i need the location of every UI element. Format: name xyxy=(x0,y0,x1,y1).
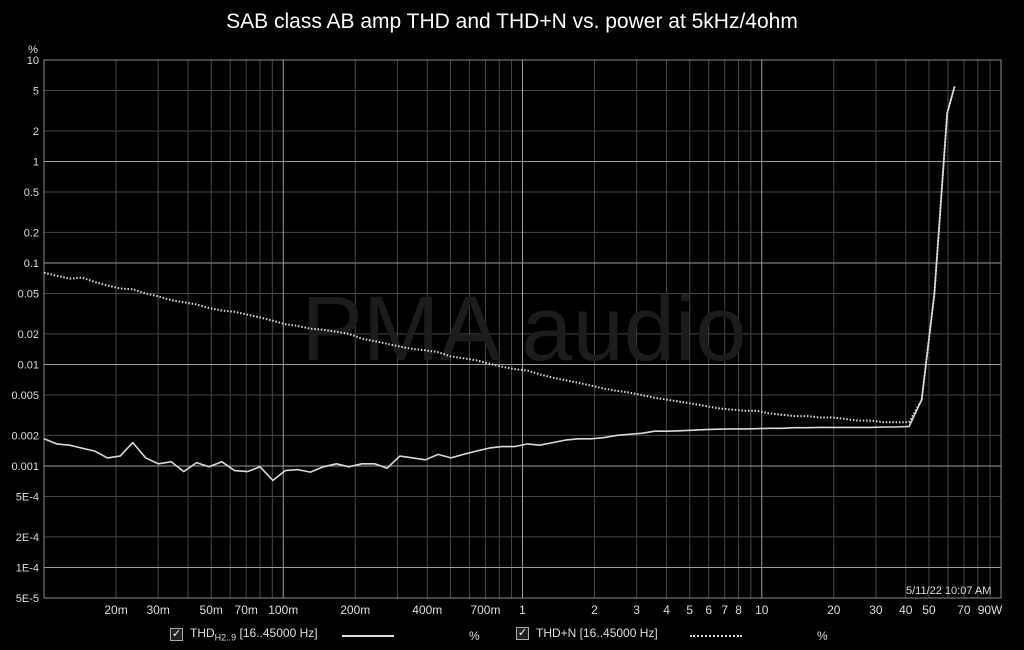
y-tick-label: 5 xyxy=(33,86,39,98)
x-tick-label: 40 xyxy=(899,603,913,617)
plot-frame xyxy=(43,59,1002,599)
y-tick-label: 2 xyxy=(33,126,39,138)
watermark: PMA audio xyxy=(302,278,747,380)
x-tick-label: 7 xyxy=(721,603,728,617)
legend: ✓ THDH2..9 [16..45000 Hz] % ✓ THD+N [16.… xyxy=(0,626,1024,646)
x-tick-label: 30m xyxy=(146,603,169,617)
x-tick-label: 8 xyxy=(735,603,742,617)
y-tick-label: 0.001 xyxy=(11,461,39,473)
legend-label-thd: THDH2..9 [16..45000 Hz] xyxy=(190,626,318,643)
legend-unit-thd: % xyxy=(469,629,480,643)
x-tick-label: 20 xyxy=(827,603,841,617)
y-tick-label: 0.01 xyxy=(18,359,39,371)
chart-title: SAB class AB amp THD and THD+N vs. power… xyxy=(226,10,798,33)
y-tick-label: 0.05 xyxy=(18,289,39,301)
legend-swatch-thd xyxy=(342,635,394,637)
x-tick-label: 4 xyxy=(663,603,670,617)
legend-item-thdn[interactable]: ✓ THD+N [16..45000 Hz] xyxy=(516,626,658,640)
y-tick-label: 1E-4 xyxy=(16,562,39,574)
x-tick-label: 10 xyxy=(755,603,769,617)
grid-minor xyxy=(44,60,1001,599)
x-tick-label: 70m xyxy=(235,603,258,617)
y-tick-label: 1 xyxy=(33,156,39,168)
y-tick-label: 0.2 xyxy=(24,227,39,239)
y-tick-label: 0.1 xyxy=(24,258,39,270)
series-line-thdn xyxy=(43,86,956,424)
x-axis-ticks: 20m 30m 50m 70m 100m 200m 400m 700m 1 2 3 4 5 6 7 8 10 20… xyxy=(104,603,1003,617)
timestamp: 5/11/22 10:07 AM xyxy=(906,585,992,597)
x-tick-label: 100m xyxy=(268,603,298,617)
y-tick-label: 5E-5 xyxy=(16,593,39,605)
x-tick-label: 1 xyxy=(519,603,526,617)
y-tick-label: 0.02 xyxy=(18,329,39,341)
legend-swatch-thdn xyxy=(690,635,742,637)
x-tick-label: 5 xyxy=(686,603,693,617)
x-tick-label: 30 xyxy=(869,603,883,617)
series-lines xyxy=(43,86,956,482)
y-tick-label: 0.002 xyxy=(11,430,39,442)
legend-checkbox-thdn[interactable]: ✓ xyxy=(516,626,529,640)
x-tick-label: 50 xyxy=(922,603,936,617)
x-tick-label: 3 xyxy=(633,603,640,617)
x-tick-label: 20m xyxy=(104,603,127,617)
y-axis-ticks: 10 5 2 1 0.5 0.2 0.1 0.05 0.02 0.01 0.005 0.002 0.00… xyxy=(11,55,39,605)
x-tick-label: 400m xyxy=(412,603,442,617)
y-tick-label: 2E-4 xyxy=(16,532,39,544)
x-tick-label: 90W xyxy=(978,603,1003,617)
x-tick-label: 700m xyxy=(470,603,500,617)
x-tick-label: 6 xyxy=(705,603,712,617)
legend-unit-thdn: % xyxy=(817,629,828,643)
series-line-thd xyxy=(43,86,956,482)
legend-item-thd[interactable]: ✓ THDH2..9 [16..45000 Hz] xyxy=(170,626,318,642)
y-tick-label: 0.005 xyxy=(11,390,39,402)
x-tick-label: 70 xyxy=(957,603,971,617)
plot-border xyxy=(43,59,1002,599)
x-tick-label: 200m xyxy=(340,603,370,617)
y-tick-label: 10 xyxy=(27,55,39,67)
legend-checkbox-thd[interactable]: ✓ xyxy=(170,627,183,641)
x-tick-label: 50m xyxy=(200,603,223,617)
y-tick-label: 0.5 xyxy=(24,187,39,199)
x-tick-label: 2 xyxy=(591,603,598,617)
legend-label-thdn: THD+N [16..45000 Hz] xyxy=(536,626,658,640)
y-axis-unit-label: % xyxy=(28,44,38,56)
y-tick-label: 5E-4 xyxy=(16,492,39,504)
